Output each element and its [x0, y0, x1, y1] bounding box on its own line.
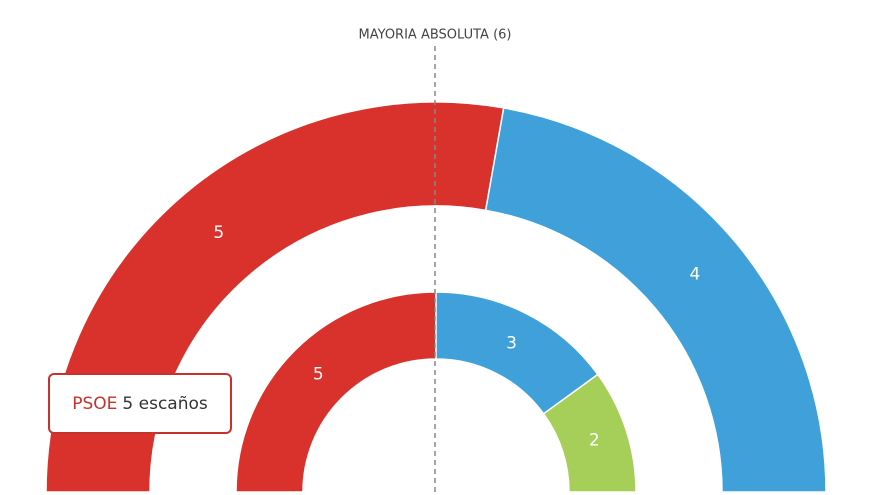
- segment-label: 4: [690, 265, 701, 285]
- segment-label: 5: [213, 223, 224, 243]
- seat-segment: [484, 107, 827, 493]
- tooltip-label: PSOE: [72, 393, 118, 414]
- majority-label: MAYORIA ABSOLUTA (6): [358, 28, 511, 43]
- segment-label: 2: [589, 431, 600, 451]
- tooltip-text: 5 escaños: [122, 393, 208, 414]
- seat-segment: [235, 291, 437, 493]
- seat-segment: [542, 373, 637, 493]
- segment-label: 3: [506, 334, 517, 354]
- tooltip: PSOE 5 escaños: [48, 373, 232, 434]
- segment-label: 5: [313, 364, 324, 384]
